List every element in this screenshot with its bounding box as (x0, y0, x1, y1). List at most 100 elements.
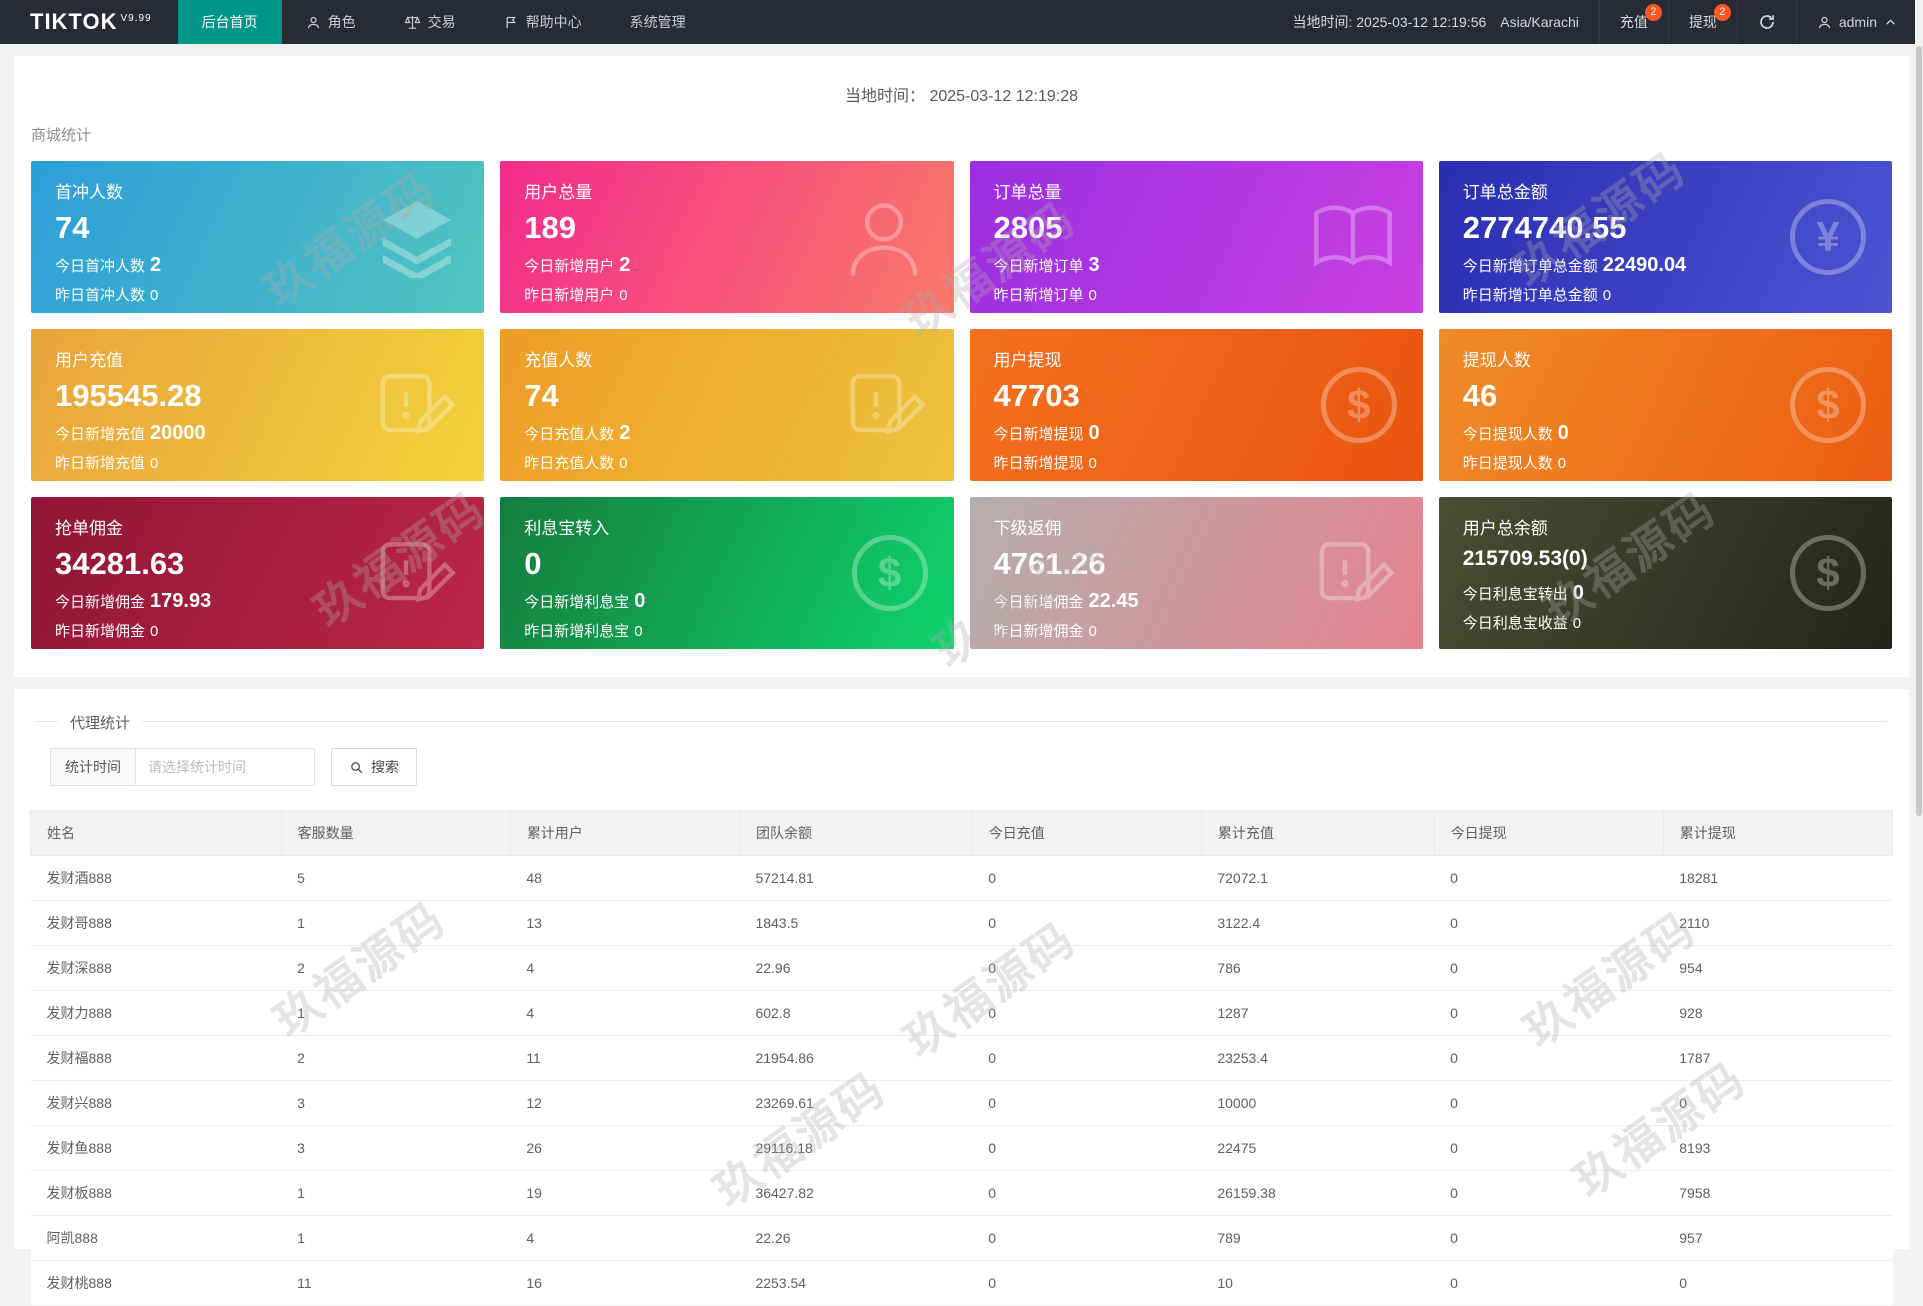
stat-today-value: 22490.04 (1602, 254, 1687, 277)
table-row: 发财兴888 3 12 23269.61 0 10000 0 0 (30, 1080, 1893, 1126)
search-icon (349, 760, 364, 775)
stat-card-value: 74 (55, 210, 90, 245)
stat-card-value: 74 (524, 378, 559, 413)
stat-yesterday-value: 0 (1557, 455, 1567, 473)
cell-today-withdraw: 0 (1434, 945, 1664, 991)
nav-menu-item[interactable]: 后台首页 (177, 0, 282, 44)
recharge-button[interactable]: 充值 2 (1598, 0, 1668, 44)
stat-card-value: 189 (524, 210, 576, 245)
stat-time-input[interactable] (135, 748, 315, 786)
stat-yesterday-line: 昨日新增用户 0 (524, 287, 628, 305)
edit-note-icon (372, 530, 458, 616)
edit-note-icon (372, 362, 458, 448)
stat-yesterday-value: 0 (1088, 455, 1097, 473)
cell-service-count: 2 (281, 1035, 511, 1081)
cell-service-count: 2 (281, 945, 511, 991)
stat-card-title: 用户提现 (993, 351, 1062, 370)
mall-stats-panel: 当地时间： 2025-03-12 12:19:28 商城统计 首冲人数 74 今… (14, 56, 1909, 677)
refresh-button[interactable] (1736, 0, 1796, 44)
nav-menu-item[interactable]: 帮助中心 (480, 0, 606, 44)
cell-service-count: 11 (281, 1260, 511, 1306)
stat-card-title: 订单总量 (993, 183, 1062, 202)
cell-today-withdraw: 0 (1434, 1035, 1664, 1081)
cell-team-balance: 21954.86 (739, 1035, 973, 1081)
stat-today-line: 今日首冲人数 2 (55, 254, 162, 277)
book-icon (1309, 193, 1397, 281)
cell-total-withdraw: 18281 (1663, 855, 1893, 901)
cell-name: 发财力888 (30, 990, 282, 1036)
stat-yesterday-value: 0 (150, 287, 159, 305)
stat-today-line: 今日提现人数 0 (1462, 422, 1569, 445)
stat-card-title: 用户总量 (524, 183, 593, 202)
cell-total-users: 48 (510, 855, 740, 901)
edit-note-icon (1311, 530, 1397, 616)
stat-today-value: 3 (1088, 254, 1100, 277)
stat-today-line: 今日新增佣金 22.45 (993, 590, 1139, 613)
stat-card-value: 47703 (993, 378, 1080, 413)
withdraw-label: 提现 (1688, 14, 1717, 30)
stat-today-value: 22.45 (1088, 590, 1139, 613)
edit-note-icon (842, 362, 928, 448)
cell-today-recharge: 0 (972, 1035, 1202, 1081)
stat-card: 用户总量 189 今日新增用户 2 昨日新增用户 0 (500, 161, 954, 313)
stat-yesterday-value: 0 (634, 623, 643, 641)
admin-menu[interactable]: admin (1795, 0, 1923, 44)
nav-menu-item[interactable]: 系统管理 (606, 0, 710, 44)
stat-yesterday-value: 0 (150, 455, 159, 473)
stat-yesterday-line: 昨日新增充值 0 (55, 455, 159, 473)
cell-total-recharge: 789 (1201, 1215, 1435, 1261)
cell-today-recharge: 0 (972, 1260, 1202, 1306)
cell-today-withdraw: 0 (1434, 855, 1664, 901)
stat-card: 订单总量 2805 今日新增订单 3 昨日新增订单 0 (969, 161, 1423, 313)
admin-username: admin (1838, 14, 1877, 30)
vertical-scrollbar[interactable] (1915, 0, 1923, 1204)
stat-card: 利息宝转入 0 今日新增利息宝 0 昨日新增利息宝 0 $ (500, 497, 954, 649)
stat-card-title: 充值人数 (524, 351, 593, 370)
stat-card: 订单总金额 2774740.55 今日新增订单总金额 22490.04 昨日新增订… (1438, 161, 1892, 313)
withdraw-badge: 2 (1713, 4, 1731, 21)
agent-search-form: 统计时间 搜索 (50, 748, 1887, 786)
admin-person-icon (1817, 15, 1832, 30)
cell-name: 发财桃888 (30, 1260, 282, 1306)
stat-yesterday-line: 昨日新增订单 0 (993, 287, 1097, 305)
agent-table-header-cell: 客服数量 (280, 810, 511, 856)
cell-total-users: 19 (510, 1170, 740, 1216)
agent-table-body: 发财酒888 5 48 57214.81 0 72072.1 0 18281 发… (30, 855, 1893, 1306)
cell-today-recharge: 0 (972, 1125, 1202, 1171)
withdraw-button[interactable]: 提现 2 (1667, 0, 1737, 44)
nav-menu-label: 系统管理 (629, 14, 686, 30)
navbar-time-text: 当地时间: 2025-03-12 12:19:56 (1292, 14, 1487, 30)
stat-card-value: 0 (524, 546, 542, 581)
nav-menu-item[interactable]: 角色 (282, 0, 380, 44)
stat-today-value: 0 (1557, 422, 1569, 445)
stats-cards-grid: 首冲人数 74 今日首冲人数 2 昨日首冲人数 0 用户总量 189 今日新增用户 2… (31, 161, 1892, 649)
cell-total-recharge: 22475 (1201, 1125, 1435, 1171)
stat-today-line: 今日利息宝转出 0 (1462, 582, 1584, 605)
stat-yesterday-line: 昨日新增提现 0 (993, 455, 1097, 473)
cell-team-balance: 36427.82 (739, 1170, 973, 1216)
cell-total-withdraw: 928 (1663, 990, 1893, 1036)
table-row: 发财福888 2 11 21954.86 0 23253.4 0 1787 (30, 1035, 1893, 1081)
cell-total-withdraw: 957 (1663, 1215, 1893, 1261)
cell-team-balance: 22.26 (739, 1215, 973, 1261)
cell-total-users: 13 (510, 900, 740, 946)
agent-stats-title: 代理统计 (58, 712, 143, 733)
stat-card-title: 订单总金额 (1462, 183, 1548, 202)
cell-service-count: 1 (281, 1170, 511, 1216)
yen-icon: ¥ (1790, 199, 1866, 275)
cell-total-recharge: 23253.4 (1201, 1035, 1435, 1081)
agent-table-header-cell: 团队余额 (738, 810, 973, 856)
stat-today-value: 2 (150, 254, 162, 277)
dollar-icon: $ (851, 535, 928, 611)
scrollbar-thumb[interactable] (1916, 46, 1922, 816)
stat-time-label: 统计时间 (50, 748, 135, 786)
chevron-up-icon (1884, 16, 1897, 29)
agent-table-header-row: 姓名 客服数量 累计用户 团队余额 今日充值 累计充值 今日提现 累计提现 (30, 810, 1894, 856)
cell-total-recharge: 72072.1 (1201, 855, 1435, 901)
cell-total-users: 12 (510, 1080, 740, 1126)
stat-card-value: 195545.28 (55, 378, 202, 413)
stat-today-line: 今日新增提现 0 (993, 422, 1100, 445)
stat-card-value: 2805 (993, 210, 1063, 245)
nav-menu-item[interactable]: 交易 (380, 0, 480, 44)
search-button[interactable]: 搜索 (331, 748, 417, 786)
